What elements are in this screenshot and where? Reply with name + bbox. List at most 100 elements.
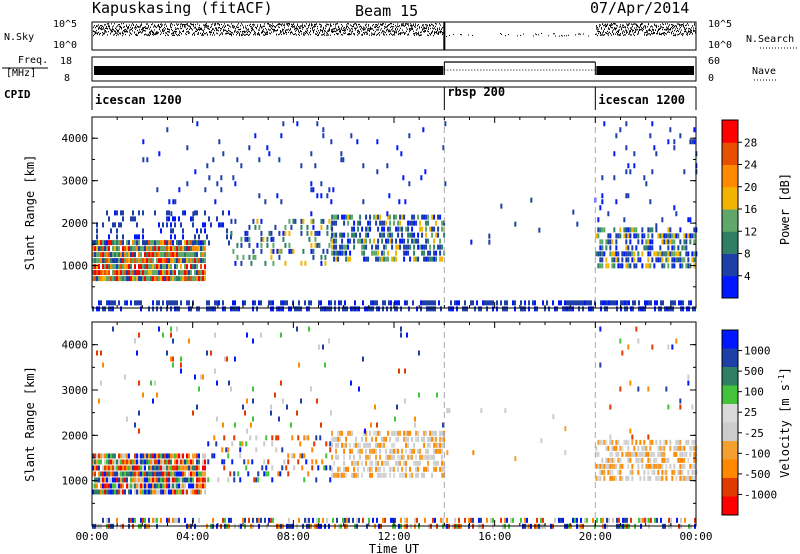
range-cell [100, 489, 102, 495]
nsky-sample [401, 32, 402, 34]
range-cell [208, 240, 210, 246]
range-cell [118, 489, 120, 495]
range-cell [405, 226, 408, 232]
range-cell [253, 477, 256, 483]
range-cell [625, 121, 628, 127]
range-cell [136, 459, 138, 465]
range-cell [340, 151, 343, 157]
nsky-sample [108, 26, 109, 28]
nsky-sample [384, 34, 385, 36]
nsky-sample [379, 26, 380, 28]
range-cell [615, 439, 618, 445]
nsky-sample [438, 32, 439, 35]
nsky-sample [405, 32, 406, 34]
range-cell [278, 230, 281, 236]
range-cell [382, 306, 384, 312]
range-cell [615, 199, 618, 205]
range-cell [162, 300, 164, 306]
range-cell [330, 410, 332, 416]
range-cell [649, 133, 652, 139]
range-cell [102, 252, 104, 258]
power-colorbar-swatch [722, 275, 738, 299]
range-cell [278, 416, 280, 422]
nsky-sample [411, 27, 412, 29]
nsky-sample [694, 30, 695, 32]
range-cell [337, 250, 340, 256]
range-cell [631, 251, 634, 257]
range-cell [158, 471, 160, 477]
range-cell [601, 193, 604, 199]
nsky-sample [553, 33, 554, 35]
nsky-sample [427, 34, 428, 36]
range-cell [92, 465, 94, 471]
range-cell [178, 246, 180, 252]
range-cell [413, 238, 416, 244]
nsky-sample [331, 29, 332, 31]
range-cell [194, 258, 196, 264]
range-cell [437, 442, 440, 448]
range-cell [644, 517, 646, 523]
range-cell [329, 447, 332, 453]
nsky-sample [114, 23, 115, 25]
range-cell [639, 457, 642, 463]
nsky-sample [302, 25, 303, 27]
nsky-sample [321, 34, 322, 36]
nsky-sample [598, 32, 599, 35]
range-cell [152, 270, 154, 276]
nsky-sample [250, 26, 251, 28]
nsky-sample [168, 31, 169, 33]
nsky-sample [438, 31, 439, 34]
range-cell [679, 398, 682, 404]
range-cell [437, 214, 440, 220]
range-cell [399, 244, 402, 250]
range-cell [106, 270, 108, 276]
nsky-sample [101, 27, 102, 29]
range-cell [691, 463, 694, 469]
nsky-sample [610, 25, 611, 27]
range-cell [337, 472, 340, 478]
range-cell [148, 264, 150, 270]
nsky-sample [245, 34, 246, 36]
range-cell [423, 472, 426, 478]
nsky-sample [282, 30, 283, 32]
range-cell [331, 472, 334, 478]
range-cell [655, 439, 658, 445]
nsky-sample [279, 33, 280, 35]
nsky-sample [135, 28, 136, 30]
range-cell [154, 252, 156, 258]
range-cell [92, 240, 94, 246]
nsky-sample [141, 24, 142, 26]
range-cell [182, 471, 184, 477]
range-cell [653, 457, 656, 463]
range-cell [572, 300, 574, 306]
range-cell [660, 300, 662, 306]
nsky-sample [353, 33, 354, 35]
nsky-sample [421, 31, 422, 33]
nsky-sample [208, 25, 209, 27]
nsky-sample [298, 31, 299, 33]
range-cell [433, 250, 436, 256]
nsky-sample [296, 27, 297, 29]
range-cell [375, 454, 378, 460]
range-cell [343, 448, 346, 454]
range-cell [204, 228, 206, 234]
range-cell [607, 469, 610, 475]
nsky-sample [98, 28, 99, 30]
range-cell [224, 517, 226, 523]
range-cell [394, 416, 396, 422]
range-cell [178, 252, 180, 258]
range-cell [681, 257, 684, 263]
nsky-sample [330, 34, 331, 36]
range-cell [611, 257, 614, 263]
range-cell [178, 465, 180, 471]
nsky-sample [201, 28, 202, 30]
nsky-sample [677, 29, 678, 32]
nsky-sample [635, 31, 636, 33]
nsky-sample [335, 27, 336, 29]
range-cell [617, 439, 620, 445]
nsky-sample [178, 34, 179, 36]
nsky-sample [428, 34, 429, 37]
range-cell [415, 256, 418, 262]
nsky-sample [678, 23, 679, 25]
range-cell [673, 205, 676, 211]
